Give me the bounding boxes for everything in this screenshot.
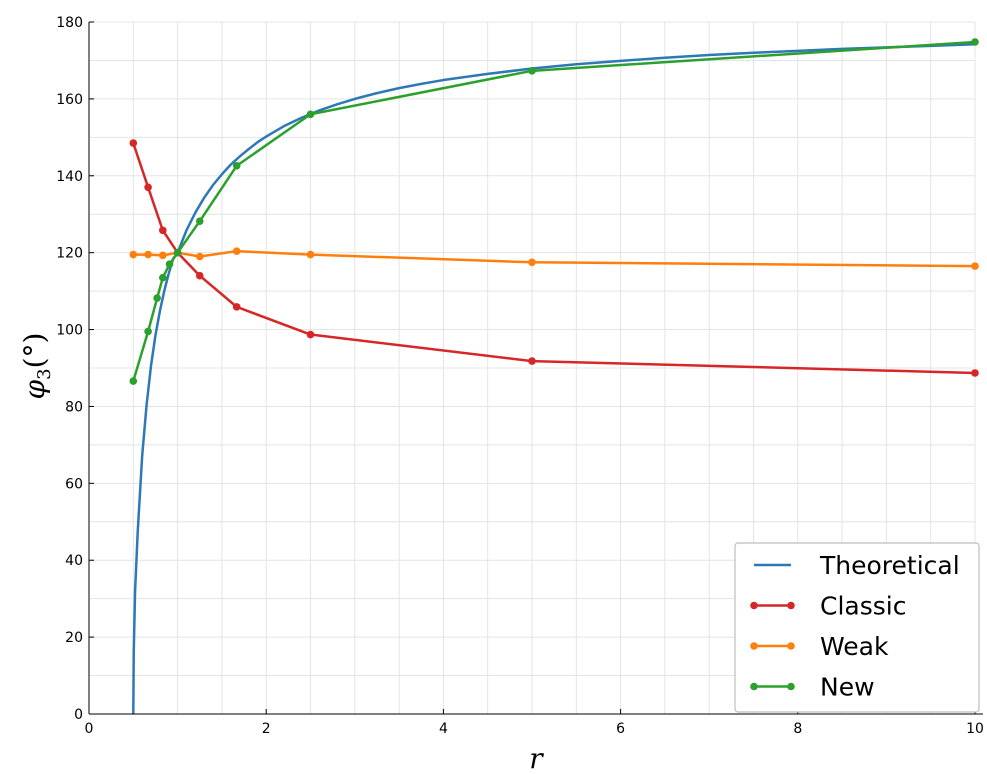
data-point-new <box>306 110 315 119</box>
y-tick-label: 120 <box>56 246 83 262</box>
legend-marker-weak <box>750 642 758 650</box>
legend-box <box>734 542 980 713</box>
data-point-weak <box>232 247 241 255</box>
data-point-weak <box>306 250 315 259</box>
data-point-weak <box>528 258 536 267</box>
data-point-classic <box>129 139 138 147</box>
data-point-new <box>232 161 241 170</box>
data-point-weak <box>971 262 979 270</box>
legend-label-theoretical: Theoretical <box>819 551 960 580</box>
legend-marker-classic <box>787 601 795 610</box>
data-point-new <box>173 248 182 257</box>
data-point-new <box>129 377 138 385</box>
y-tick-label: 20 <box>65 630 83 646</box>
y-tick-label: 40 <box>65 553 83 569</box>
series-line-new <box>132 40 976 382</box>
x-tick-label: 8 <box>793 721 802 737</box>
legend-marker-weak <box>787 642 795 650</box>
y-tick-label: 80 <box>65 399 83 415</box>
series-layer <box>129 38 979 715</box>
x-tick-label: 4 <box>439 721 448 737</box>
data-point-new <box>144 327 152 336</box>
data-point-classic <box>232 303 241 311</box>
data-point-new <box>195 217 204 225</box>
y-tick-label: 0 <box>74 707 83 723</box>
x-axis-label: r <box>529 742 544 774</box>
y-axis-label-unit: (°) <box>18 333 51 369</box>
x-tick-label: 6 <box>616 721 625 737</box>
data-point-weak <box>159 251 167 260</box>
y-tick-label: 140 <box>56 169 83 185</box>
y-axis-label-main: φ <box>18 379 51 399</box>
legend-marker-new <box>750 682 758 691</box>
x-tick-label: 2 <box>262 721 271 737</box>
legend-label-new: New <box>820 673 875 702</box>
data-point-classic <box>306 330 315 339</box>
data-point-classic <box>195 271 204 280</box>
series-line-theoretical <box>132 43 976 715</box>
data-point-new <box>528 67 536 75</box>
x-tick-label: 10 <box>966 721 984 737</box>
y-tick-label: 60 <box>65 476 83 492</box>
series-line-weak <box>133 249 976 268</box>
legend-label-classic: Classic <box>820 592 906 621</box>
data-point-classic <box>971 369 979 377</box>
data-point-classic <box>528 357 536 365</box>
data-point-new <box>971 38 979 46</box>
data-point-weak <box>195 252 204 261</box>
legend-marker-new <box>787 682 795 691</box>
legend: Theoretical Classic Weak New <box>734 542 980 713</box>
data-point-new <box>165 260 174 269</box>
x-tick-label: 0 <box>85 721 94 737</box>
axes <box>88 22 983 715</box>
legend-label-weak: Weak <box>820 632 889 661</box>
data-point-classic <box>159 226 167 235</box>
y-tick-label: 160 <box>56 92 83 108</box>
data-point-new <box>159 273 167 282</box>
y-tick-label: 100 <box>56 323 83 339</box>
series-line-classic <box>132 142 976 375</box>
y-axis-label-sub: 3 <box>34 368 55 379</box>
y-tick-label: 180 <box>56 15 83 31</box>
data-point-new <box>153 294 161 302</box>
data-point-weak <box>144 250 152 259</box>
data-point-weak <box>129 250 138 259</box>
y-axis-label: φ3(°) <box>18 333 55 400</box>
data-point-classic <box>144 183 152 192</box>
legend-marker-classic <box>750 601 758 610</box>
